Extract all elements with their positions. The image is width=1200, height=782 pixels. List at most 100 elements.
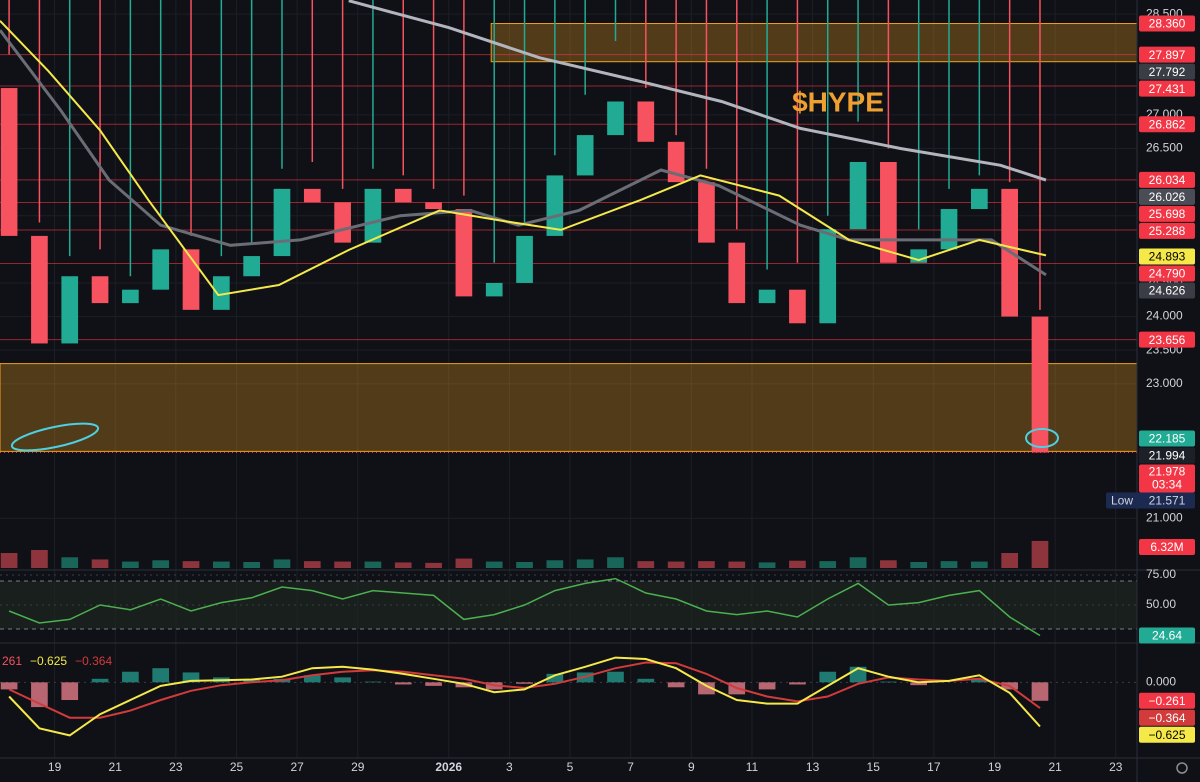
price-badge-label: 24.626 (1149, 284, 1186, 298)
candle-body (455, 209, 473, 297)
histogram-bar (0, 682, 18, 690)
volume-bar (303, 561, 321, 568)
volume-bar (394, 562, 412, 568)
candle-body (1031, 316, 1049, 453)
volume-bar (1031, 540, 1049, 568)
last-price-label: 21.978 (1149, 465, 1186, 479)
volume-bar (758, 562, 776, 568)
price-badge (1139, 63, 1195, 80)
volume-bar (212, 561, 230, 568)
candle-body (576, 135, 594, 176)
x-tick-label: 21 (1048, 760, 1062, 774)
price-badge-label: 24.893 (1149, 250, 1186, 264)
y-tick-label: 24.000 (1146, 309, 1183, 323)
rsi-badge-label: 24.64 (1152, 629, 1182, 643)
histogram-bar (880, 681, 897, 683)
y-tick-label: 0.000 (1146, 675, 1176, 689)
y-tick-label: 75.00 (1146, 567, 1176, 581)
histogram-bar (819, 671, 837, 683)
price-badge-label: 25.288 (1149, 224, 1186, 238)
volume-bar (364, 561, 382, 568)
low-label: 21.571 (1149, 494, 1186, 508)
x-tick-label: 17 (927, 760, 941, 774)
candle-body (152, 249, 170, 290)
volume-bar (182, 561, 200, 568)
candle-body (243, 256, 260, 277)
price-badge-label: 26.026 (1149, 190, 1186, 204)
x-tick-label: 3 (506, 760, 513, 774)
last-price-badge (1139, 464, 1195, 493)
settings-icon[interactable] (1176, 762, 1188, 774)
histogram-bar (667, 682, 685, 688)
candle-body (819, 229, 837, 324)
volume-badge-label: 6.32M (1150, 540, 1183, 554)
price-badge (1139, 116, 1195, 133)
candle-body (849, 161, 867, 230)
candle-body (122, 289, 139, 304)
volume-bar (1001, 553, 1018, 568)
macd-header-value: 261 (2, 654, 22, 668)
volume-bar (970, 561, 988, 568)
x-tick-label: 9 (688, 760, 695, 774)
volume-bar (485, 561, 503, 568)
price-badge (1139, 171, 1195, 188)
price-badge-label: 27.897 (1149, 48, 1186, 62)
candle-body (516, 235, 533, 283)
price-badge (1139, 205, 1195, 222)
histogram-bar (758, 682, 776, 690)
zone (0, 363, 1138, 452)
macd-badge-label: −0.364 (1148, 711, 1185, 725)
volume-bar (516, 562, 533, 568)
macd-header-value: −0.364 (75, 654, 112, 668)
candle-body (31, 235, 48, 344)
volume-bar (789, 560, 806, 568)
y-tick-label: 26.500 (1146, 141, 1183, 155)
histogram-bar (637, 678, 655, 683)
volume-bar (576, 559, 594, 568)
candle-body (789, 289, 806, 324)
volume-bar (940, 561, 958, 568)
candle-body (0, 88, 18, 236)
macd-badge-label: −0.625 (1148, 728, 1185, 742)
candle-body (485, 282, 503, 297)
x-tick-label: 23 (169, 760, 183, 774)
y-tick-label: 21.000 (1146, 510, 1183, 524)
rsi-line (8, 577, 1041, 637)
histogram-bar (1031, 682, 1049, 701)
volume-badge (1139, 539, 1195, 555)
moving-average (0, 29, 1047, 277)
macd-badge (1139, 726, 1195, 743)
candle-body (637, 101, 655, 142)
low-text: Low (1111, 494, 1133, 508)
y-tick-label: 23.000 (1146, 376, 1183, 390)
candle-body (728, 242, 746, 304)
volume-bar (152, 560, 170, 568)
countdown-label: 03:34 (1152, 478, 1182, 492)
volume-bar (425, 562, 442, 568)
histogram-bar (607, 671, 624, 683)
price-badge (1139, 188, 1195, 205)
volume-bar (910, 562, 928, 568)
price-badge (1139, 331, 1195, 348)
histogram-bar (910, 682, 928, 686)
volume-bar (728, 561, 746, 568)
price-badge-label: 27.431 (1149, 82, 1186, 96)
price-badge-label: 26.862 (1149, 117, 1186, 131)
volume-bar (698, 561, 715, 568)
candle-body (940, 209, 958, 250)
histogram-bar (970, 678, 988, 683)
x-tick-label: 13 (806, 760, 820, 774)
volume-bar (91, 559, 109, 568)
price-badge (1139, 80, 1195, 97)
macd-line (8, 656, 1041, 737)
histogram-bar (698, 682, 715, 695)
price-badge (1139, 430, 1195, 447)
histogram-bar (546, 673, 564, 683)
volume-bar (637, 561, 655, 568)
price-badge-label: 25.698 (1149, 207, 1186, 221)
macd-header-value: −0.625 (30, 654, 67, 668)
candle-body (334, 202, 351, 243)
price-badge-label: 21.994 (1149, 449, 1186, 463)
